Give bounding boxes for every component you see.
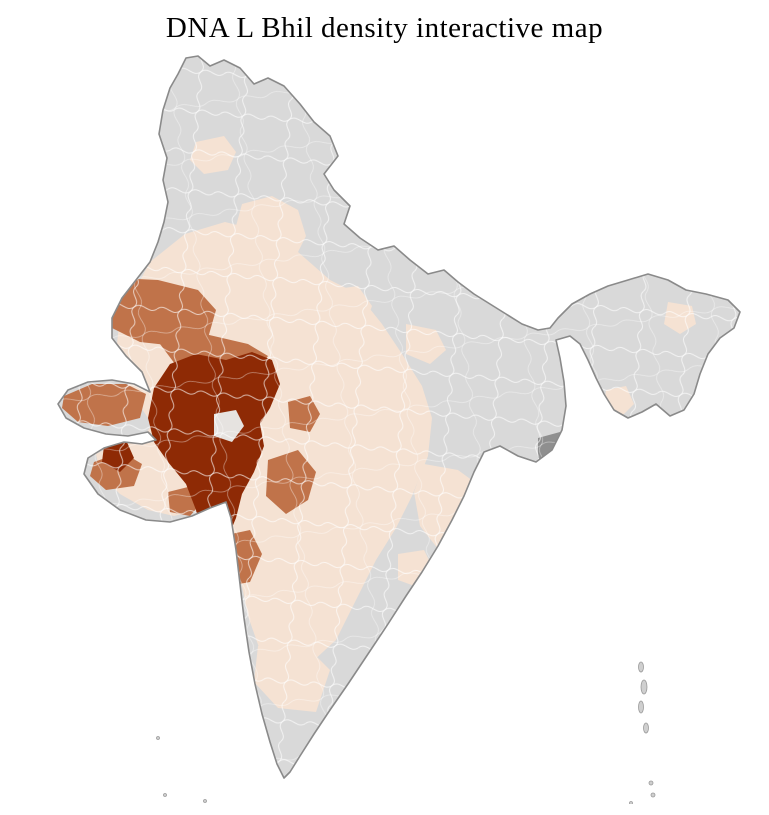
district-borders-overlay-secondary bbox=[58, 56, 740, 778]
lakshadweep-islands[interactable] bbox=[156, 736, 207, 803]
page-title: DNA L Bhil density interactive map bbox=[165, 12, 604, 44]
page: DNA L Bhil density interactive map bbox=[0, 12, 769, 804]
andaman-islands[interactable] bbox=[629, 661, 656, 804]
india-choropleth-map[interactable] bbox=[0, 49, 769, 804]
map-container bbox=[0, 49, 769, 804]
